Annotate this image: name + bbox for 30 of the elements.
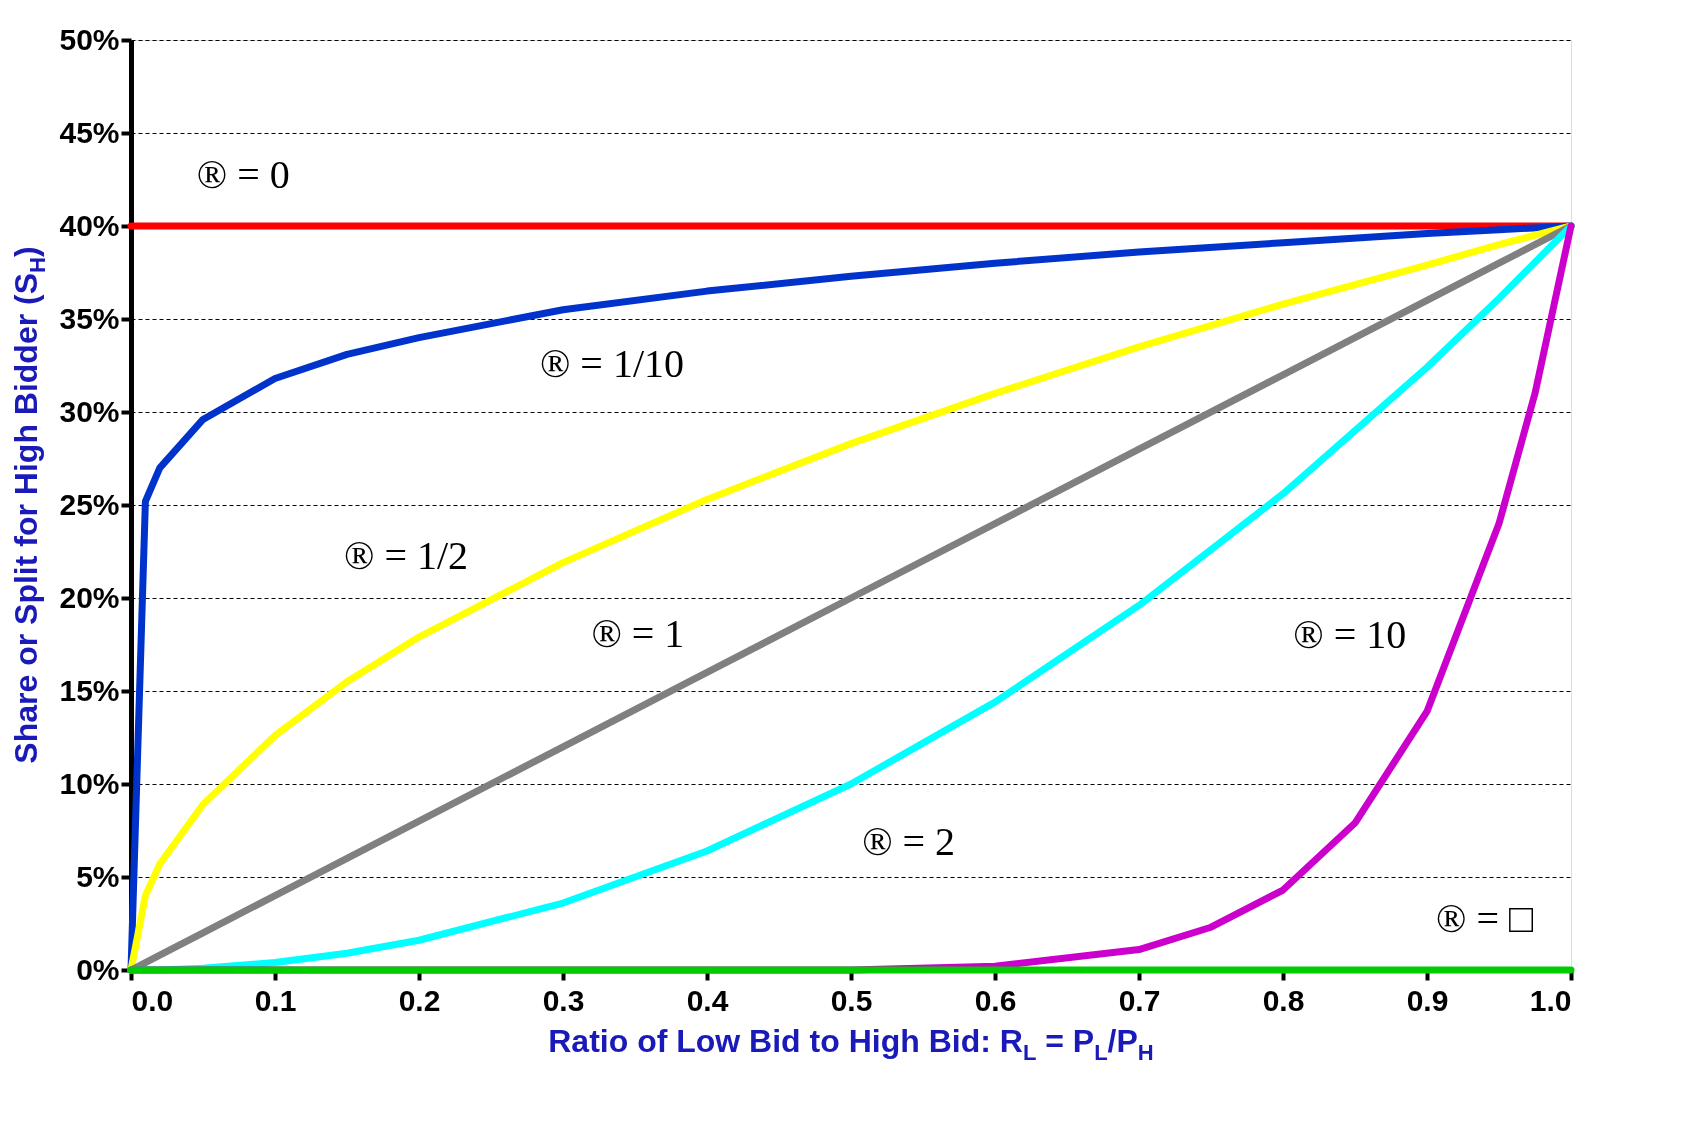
series-label: ® = 2 bbox=[862, 819, 956, 865]
series-label: ® = 1/2 bbox=[344, 533, 469, 579]
y-tick-label: 25% bbox=[59, 487, 120, 521]
series-label: ® = 10 bbox=[1293, 612, 1407, 658]
x-tick-label: 0.1 bbox=[254, 983, 297, 1017]
series-label: ® = 0 bbox=[196, 152, 290, 197]
y-tick-label: 5% bbox=[76, 859, 120, 893]
x-tick-label: 0.7 bbox=[1118, 983, 1161, 1017]
x-tick-label: 1.0 bbox=[1529, 983, 1572, 1017]
y-tick-label: 35% bbox=[59, 301, 120, 335]
y-tick-label: 0% bbox=[76, 952, 120, 986]
series-label: ® = □ bbox=[1436, 896, 1534, 941]
y-tick-label: 30% bbox=[59, 394, 120, 428]
y-tick-label: 40% bbox=[59, 208, 120, 242]
y-tick-label: 50% bbox=[59, 22, 120, 56]
x-tick-label: 0.9 bbox=[1406, 983, 1449, 1017]
x-tick-label: 0.6 bbox=[974, 983, 1017, 1017]
x-tick-label: 0.4 bbox=[686, 983, 729, 1017]
x-tick-label: 0.0 bbox=[131, 983, 174, 1017]
x-tick-label: 0.8 bbox=[1262, 983, 1305, 1017]
series-label: ® = 1 bbox=[591, 611, 685, 657]
y-tick-label: 45% bbox=[59, 115, 120, 149]
y-axis-title: Share or Split for High Bidder (SH) bbox=[8, 246, 50, 764]
series-label: ® = 1/10 bbox=[539, 341, 684, 387]
x-tick-label: 0.2 bbox=[398, 983, 441, 1017]
x-tick-label: 0.3 bbox=[542, 983, 585, 1017]
y-tick-label: 10% bbox=[59, 766, 120, 800]
x-tick-label: 0.5 bbox=[830, 983, 873, 1017]
y-tick-label: 15% bbox=[59, 673, 120, 707]
y-tick-label: 20% bbox=[59, 580, 120, 614]
